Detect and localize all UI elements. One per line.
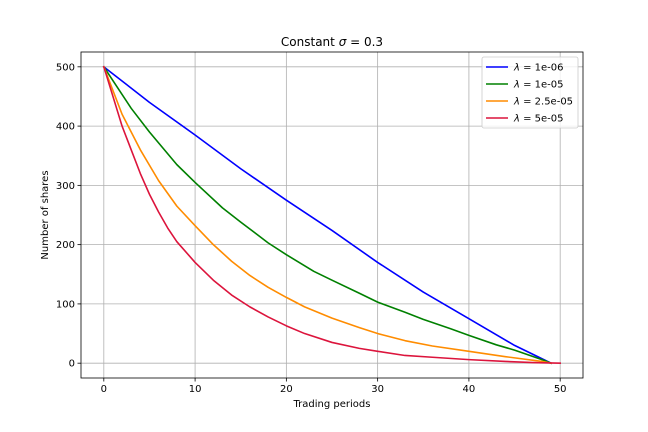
series-lines: [102, 65, 561, 365]
series-line-1: [102, 65, 553, 365]
series-line-2: [102, 65, 553, 365]
sigma-symbol: σ: [339, 35, 347, 49]
series-line-3: [102, 65, 552, 365]
x-axis-ticks: 0 10 20 30 40 50: [101, 378, 567, 395]
x-tick-label: 20: [280, 384, 293, 395]
chart-title: Constant σ = 0.3: [281, 35, 383, 49]
x-tick-label: 40: [463, 384, 476, 395]
legend: λ = 1e-06 λ = 1e-05 λ = 2.5e-05 λ = 5e-05: [481, 56, 579, 129]
x-tick-label: 0: [101, 384, 107, 395]
legend-label-1: λ = 1e-06: [513, 63, 564, 74]
y-tick-label: 500: [56, 62, 75, 73]
y-tick-label: 400: [56, 122, 75, 133]
legend-label-4: λ = 5e-05: [513, 114, 564, 125]
x-tick-label: 10: [189, 384, 202, 395]
y-tick-label: 0: [69, 359, 75, 370]
y-tick-label: 200: [56, 240, 75, 251]
series-line-4: [102, 65, 561, 364]
x-axis-label: Trading periods: [293, 399, 371, 410]
x-tick-label: 30: [371, 384, 384, 395]
x-tick-label: 50: [554, 384, 567, 395]
legend-label-3: λ = 2.5e-05: [513, 97, 573, 108]
y-axis-ticks: 0 100 200 300 400 500: [56, 62, 81, 370]
plot-frame: [80, 51, 584, 379]
y-tick-label: 300: [56, 181, 75, 192]
y-axis-label: Number of shares: [40, 170, 51, 259]
legend-label-2: λ = 1e-05: [513, 80, 564, 91]
legend-frame: [481, 56, 579, 129]
y-tick-label: 100: [56, 299, 75, 310]
